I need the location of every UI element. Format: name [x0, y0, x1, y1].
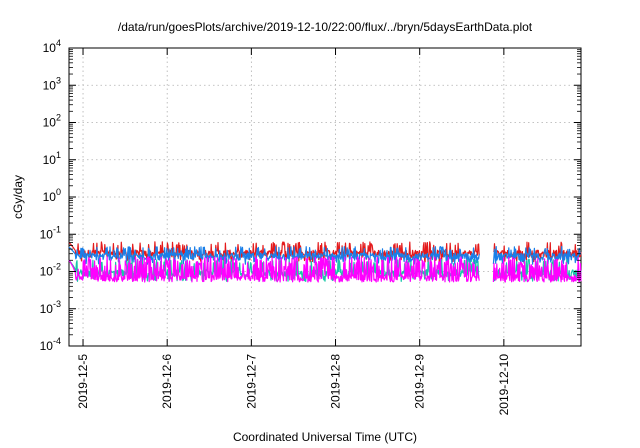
y-tick-label: 103: [43, 75, 61, 92]
series-line-2: [492, 245, 582, 265]
series-line-1: [68, 241, 480, 263]
y-tick-label: 100: [43, 187, 61, 204]
y-axis-label: cGy/day: [11, 175, 25, 219]
y-tick-label: 10-1: [40, 224, 61, 241]
grid: [69, 48, 581, 346]
series-line-4: [492, 256, 582, 283]
y-axis: 10-4 10-3 10-2 10-1 100 101 102 103 104: [40, 38, 581, 353]
x-axis: 2019-12-5 2019-12-6 2019-12-7 2019-12-8 2019…: [76, 48, 511, 415]
y-tick-label: 10-2: [40, 262, 61, 279]
x-tick-label: 2019-12-8: [329, 354, 343, 409]
x-tick-label: 2019-12-5: [76, 354, 90, 409]
series-line-4: [68, 256, 480, 283]
y-tick-label: 102: [43, 113, 61, 130]
y-tick-label: 104: [43, 38, 61, 55]
y-tick-label: 10-3: [40, 299, 61, 316]
chart-title: /data/run/goesPlots/archive/2019-12-10/2…: [118, 20, 533, 34]
x-tick-label: 2019-12-6: [160, 354, 174, 409]
x-axis-label: Coordinated Universal Time (UTC): [233, 430, 417, 444]
y-tick-label: 101: [43, 150, 61, 167]
series-group: [68, 241, 582, 283]
x-tick-label: 2019-12-10: [497, 354, 511, 416]
x-tick-label: 2019-12-9: [413, 354, 427, 409]
x-tick-label: 2019-12-7: [244, 354, 258, 409]
y-tick-label: 10-4: [40, 336, 61, 353]
